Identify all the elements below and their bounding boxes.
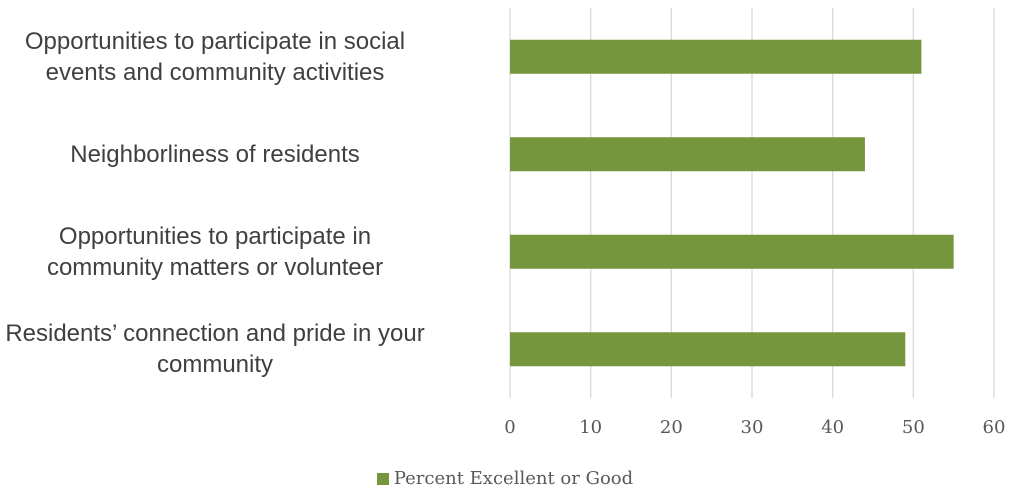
bar-1 — [510, 39, 922, 74]
bar-2 — [510, 137, 865, 172]
category-label-line: Opportunities to participate in — [58, 222, 372, 250]
category-label-line: events and community activities — [45, 58, 385, 86]
x-tick-label-40: 40 — [821, 417, 845, 438]
legend-label: Percent Excellent or Good — [393, 468, 634, 489]
category-label-3: Opportunities to participate in community… — [0, 221, 475, 283]
bar-4 — [510, 332, 906, 367]
x-tick-label-10: 10 — [579, 417, 603, 438]
legend-swatch — [376, 472, 389, 485]
category-label-2: Neighborliness of residents — [0, 139, 475, 170]
category-label-1: Opportunities to participate in social ev… — [0, 26, 475, 88]
category-label-4: Residents’ connection and pride in your c… — [0, 318, 475, 380]
category-label-line: community matters or volunteer — [46, 253, 384, 281]
category-label-line: Residents’ connection and pride in your — [5, 320, 425, 348]
x-tick-label-50: 50 — [901, 417, 925, 438]
x-tick-label-0: 0 — [504, 417, 516, 438]
legend: Percent Excellent or Good — [0, 468, 1010, 489]
category-label-line: Neighborliness of residents — [70, 140, 360, 168]
x-tick-label-20: 20 — [659, 417, 683, 438]
x-tick-label-60: 60 — [982, 417, 1006, 438]
bar-3 — [510, 234, 954, 269]
category-label-line: community — [156, 351, 274, 379]
x-tick-label-30: 30 — [740, 417, 764, 438]
category-label-line: Opportunities to participate in social — [24, 27, 406, 55]
